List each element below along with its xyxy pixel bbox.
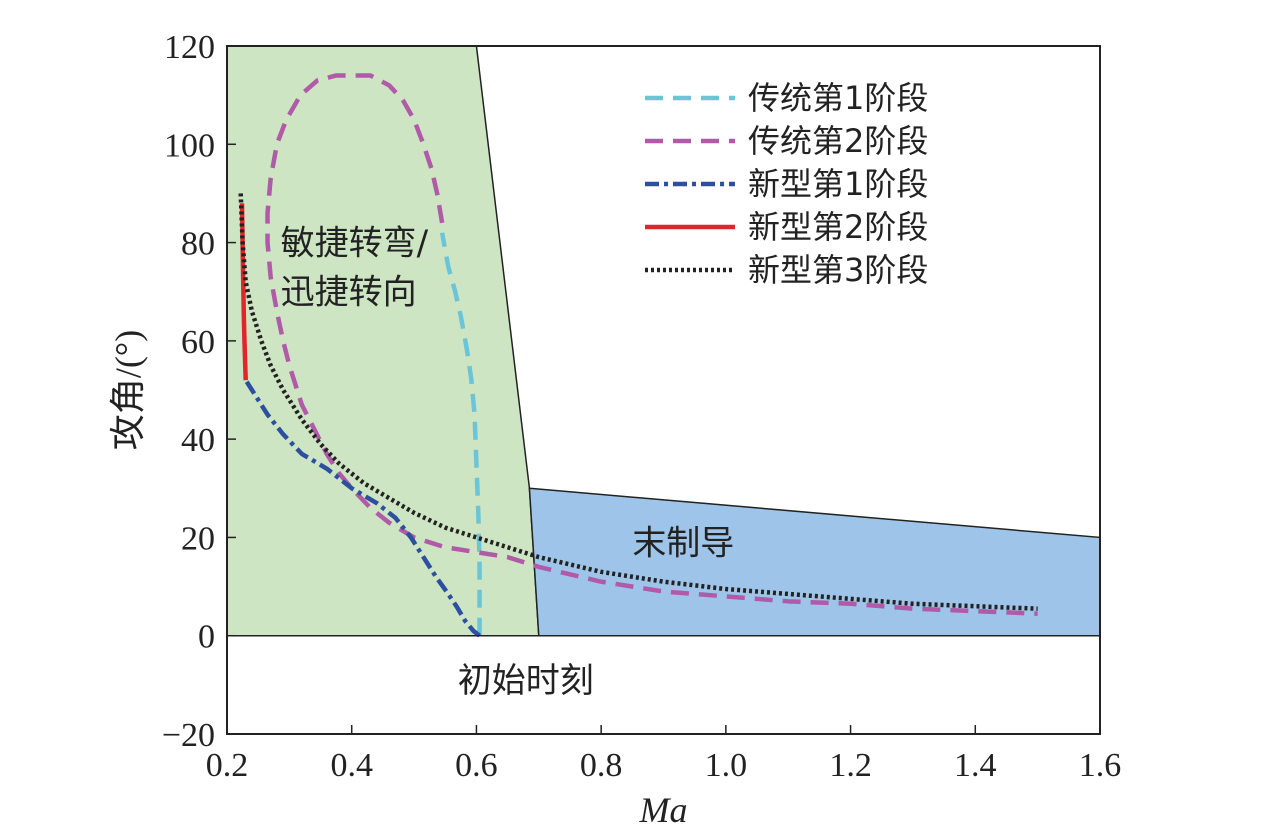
series-line-5 — [238, 193, 1038, 611]
y-tick-label: 100 — [164, 127, 215, 164]
y-tick-label: 120 — [164, 29, 215, 66]
legend-label-1: 传统第1阶段 — [748, 79, 928, 117]
axes-layer — [226, 45, 1101, 735]
legend-label-2: 传统第2阶段 — [748, 122, 928, 160]
x-tick-label: 0.2 — [206, 747, 249, 784]
series-line-3 — [243, 378, 481, 638]
x-tick-label: 0.8 — [580, 747, 623, 784]
plot-frame — [226, 45, 1101, 735]
series-line-1 — [439, 232, 482, 636]
x-axis-label: Ma — [639, 790, 688, 830]
annot-agile-2: 迅捷转向 — [281, 273, 417, 313]
x-tick-label: 1.6 — [1079, 747, 1122, 784]
green-region — [226, 45, 540, 637]
ticks-layer: 0.2 0.4 0.6 0.8 1.0 1.2 1.4 1.6 −20 0 20 40 60 80 100 1… — [162, 29, 1121, 784]
x-tick-label: 1.4 — [954, 747, 997, 784]
y-tick-label: 60 — [181, 324, 215, 361]
annot-terminal: 末制导 — [632, 523, 734, 563]
y-axis-label: 攻角/(°) — [108, 330, 148, 450]
legend-label-5: 新型第3阶段 — [748, 251, 928, 289]
y-tick-label: −20 — [162, 717, 215, 754]
regions-layer — [226, 45, 1101, 637]
series-layer — [238, 73, 1038, 638]
annot-initial: 初始时刻 — [458, 661, 594, 701]
y-tick-label: 0 — [198, 619, 215, 656]
x-tick-label: 0.6 — [455, 747, 498, 784]
legend-label-3: 新型第1阶段 — [748, 165, 928, 203]
y-tick-label: 40 — [181, 422, 215, 459]
x-tick-label: 0.4 — [330, 747, 373, 784]
x-tick-label: 1.2 — [829, 747, 872, 784]
x-tick-label: 1.0 — [705, 747, 748, 784]
y-tick-label: 20 — [181, 520, 215, 557]
y-tick-label: 80 — [181, 226, 215, 263]
series-line-2 — [265, 73, 1038, 616]
annot-agile-1: 敏捷转弯/ — [281, 224, 429, 264]
legend-label-4: 新型第2阶段 — [748, 208, 928, 246]
